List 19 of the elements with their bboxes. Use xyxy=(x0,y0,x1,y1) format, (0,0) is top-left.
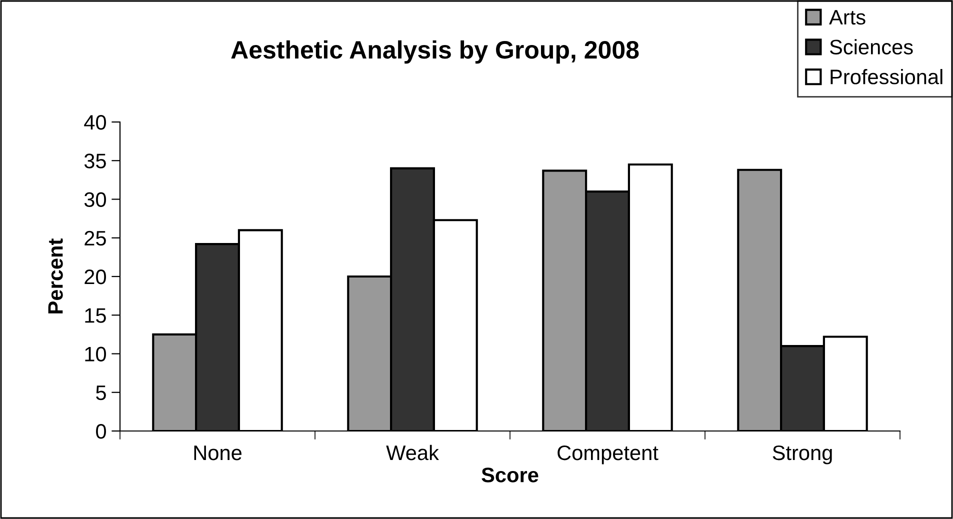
y-axis-title: Percent xyxy=(48,238,63,314)
y-tick-label: 20 xyxy=(84,270,106,284)
chart-title: Aesthetic Analysis by Group, 2008 xyxy=(231,40,639,64)
x-tick-label: None xyxy=(194,446,242,460)
x-tick-label: Competent xyxy=(558,445,658,464)
y-tick-label: 30 xyxy=(84,192,106,208)
y-tick-label: 40 xyxy=(84,115,106,130)
y-tick-label: 35 xyxy=(84,154,106,168)
legend-label: Sciences xyxy=(830,39,913,54)
legend-label: Professional xyxy=(830,69,942,84)
y-tick-label: 5 xyxy=(96,386,106,400)
y-tick-label: 0 xyxy=(96,424,106,439)
x-tick-label: Strong xyxy=(772,445,832,464)
x-tick-label: Weak xyxy=(386,444,439,460)
x-axis-title: Score xyxy=(482,468,538,482)
y-tick-label: 10 xyxy=(85,346,106,362)
y-tick-label: 15 xyxy=(85,308,106,323)
legend-label: Arts xyxy=(829,10,866,25)
y-tick-label: 25 xyxy=(84,230,106,246)
